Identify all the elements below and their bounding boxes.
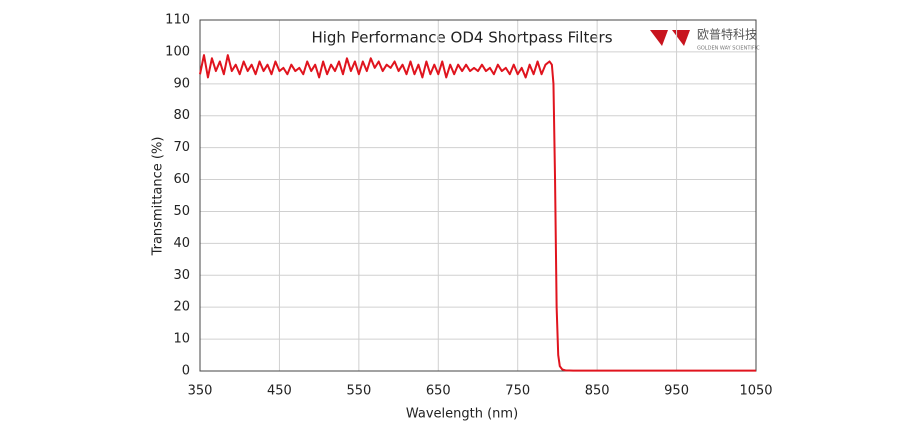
y-tick-label: 110 (165, 13, 190, 28)
y-tick-label: 20 (173, 300, 190, 315)
logo-mark (650, 30, 690, 46)
data-line (199, 54, 756, 372)
y-tick-label: 10 (173, 332, 190, 347)
y-tick-label: 100 (165, 44, 190, 59)
y-tick-label: 60 (173, 172, 190, 187)
logo-subtitle: GOLDEN WAY SCIENTIFIC (697, 46, 760, 52)
x-tick-label: 1050 (739, 384, 772, 399)
x-axis-label: Wavelength (nm) (406, 407, 518, 422)
x-tick-label: 850 (585, 384, 610, 399)
y-tick-label: 0 (182, 364, 190, 379)
y-tick-label: 70 (173, 140, 190, 155)
x-tick-label: 950 (664, 384, 689, 399)
chart-title: High Performance OD4 Shortpass Filters (311, 29, 612, 47)
x-tick-label: 450 (267, 384, 292, 399)
x-tick-label: 550 (346, 384, 371, 399)
y-tick-label: 50 (173, 204, 190, 219)
plot-frame (199, 19, 757, 372)
x-tick-label: 750 (505, 384, 530, 399)
y-tick-label: 40 (173, 236, 190, 251)
logo: 欧普特科技 GOLDEN WAY SCIENTIFIC (650, 27, 760, 52)
y-tick-label: 30 (173, 268, 190, 283)
logo-name: 欧普特科技 (697, 27, 757, 42)
x-tick-label: 350 (188, 384, 213, 399)
x-tick-label: 650 (426, 384, 451, 399)
y-tick-label: 80 (173, 108, 190, 123)
y-tick-label: 90 (173, 76, 190, 91)
y-axis-label: Transmittance (%) (151, 137, 166, 257)
